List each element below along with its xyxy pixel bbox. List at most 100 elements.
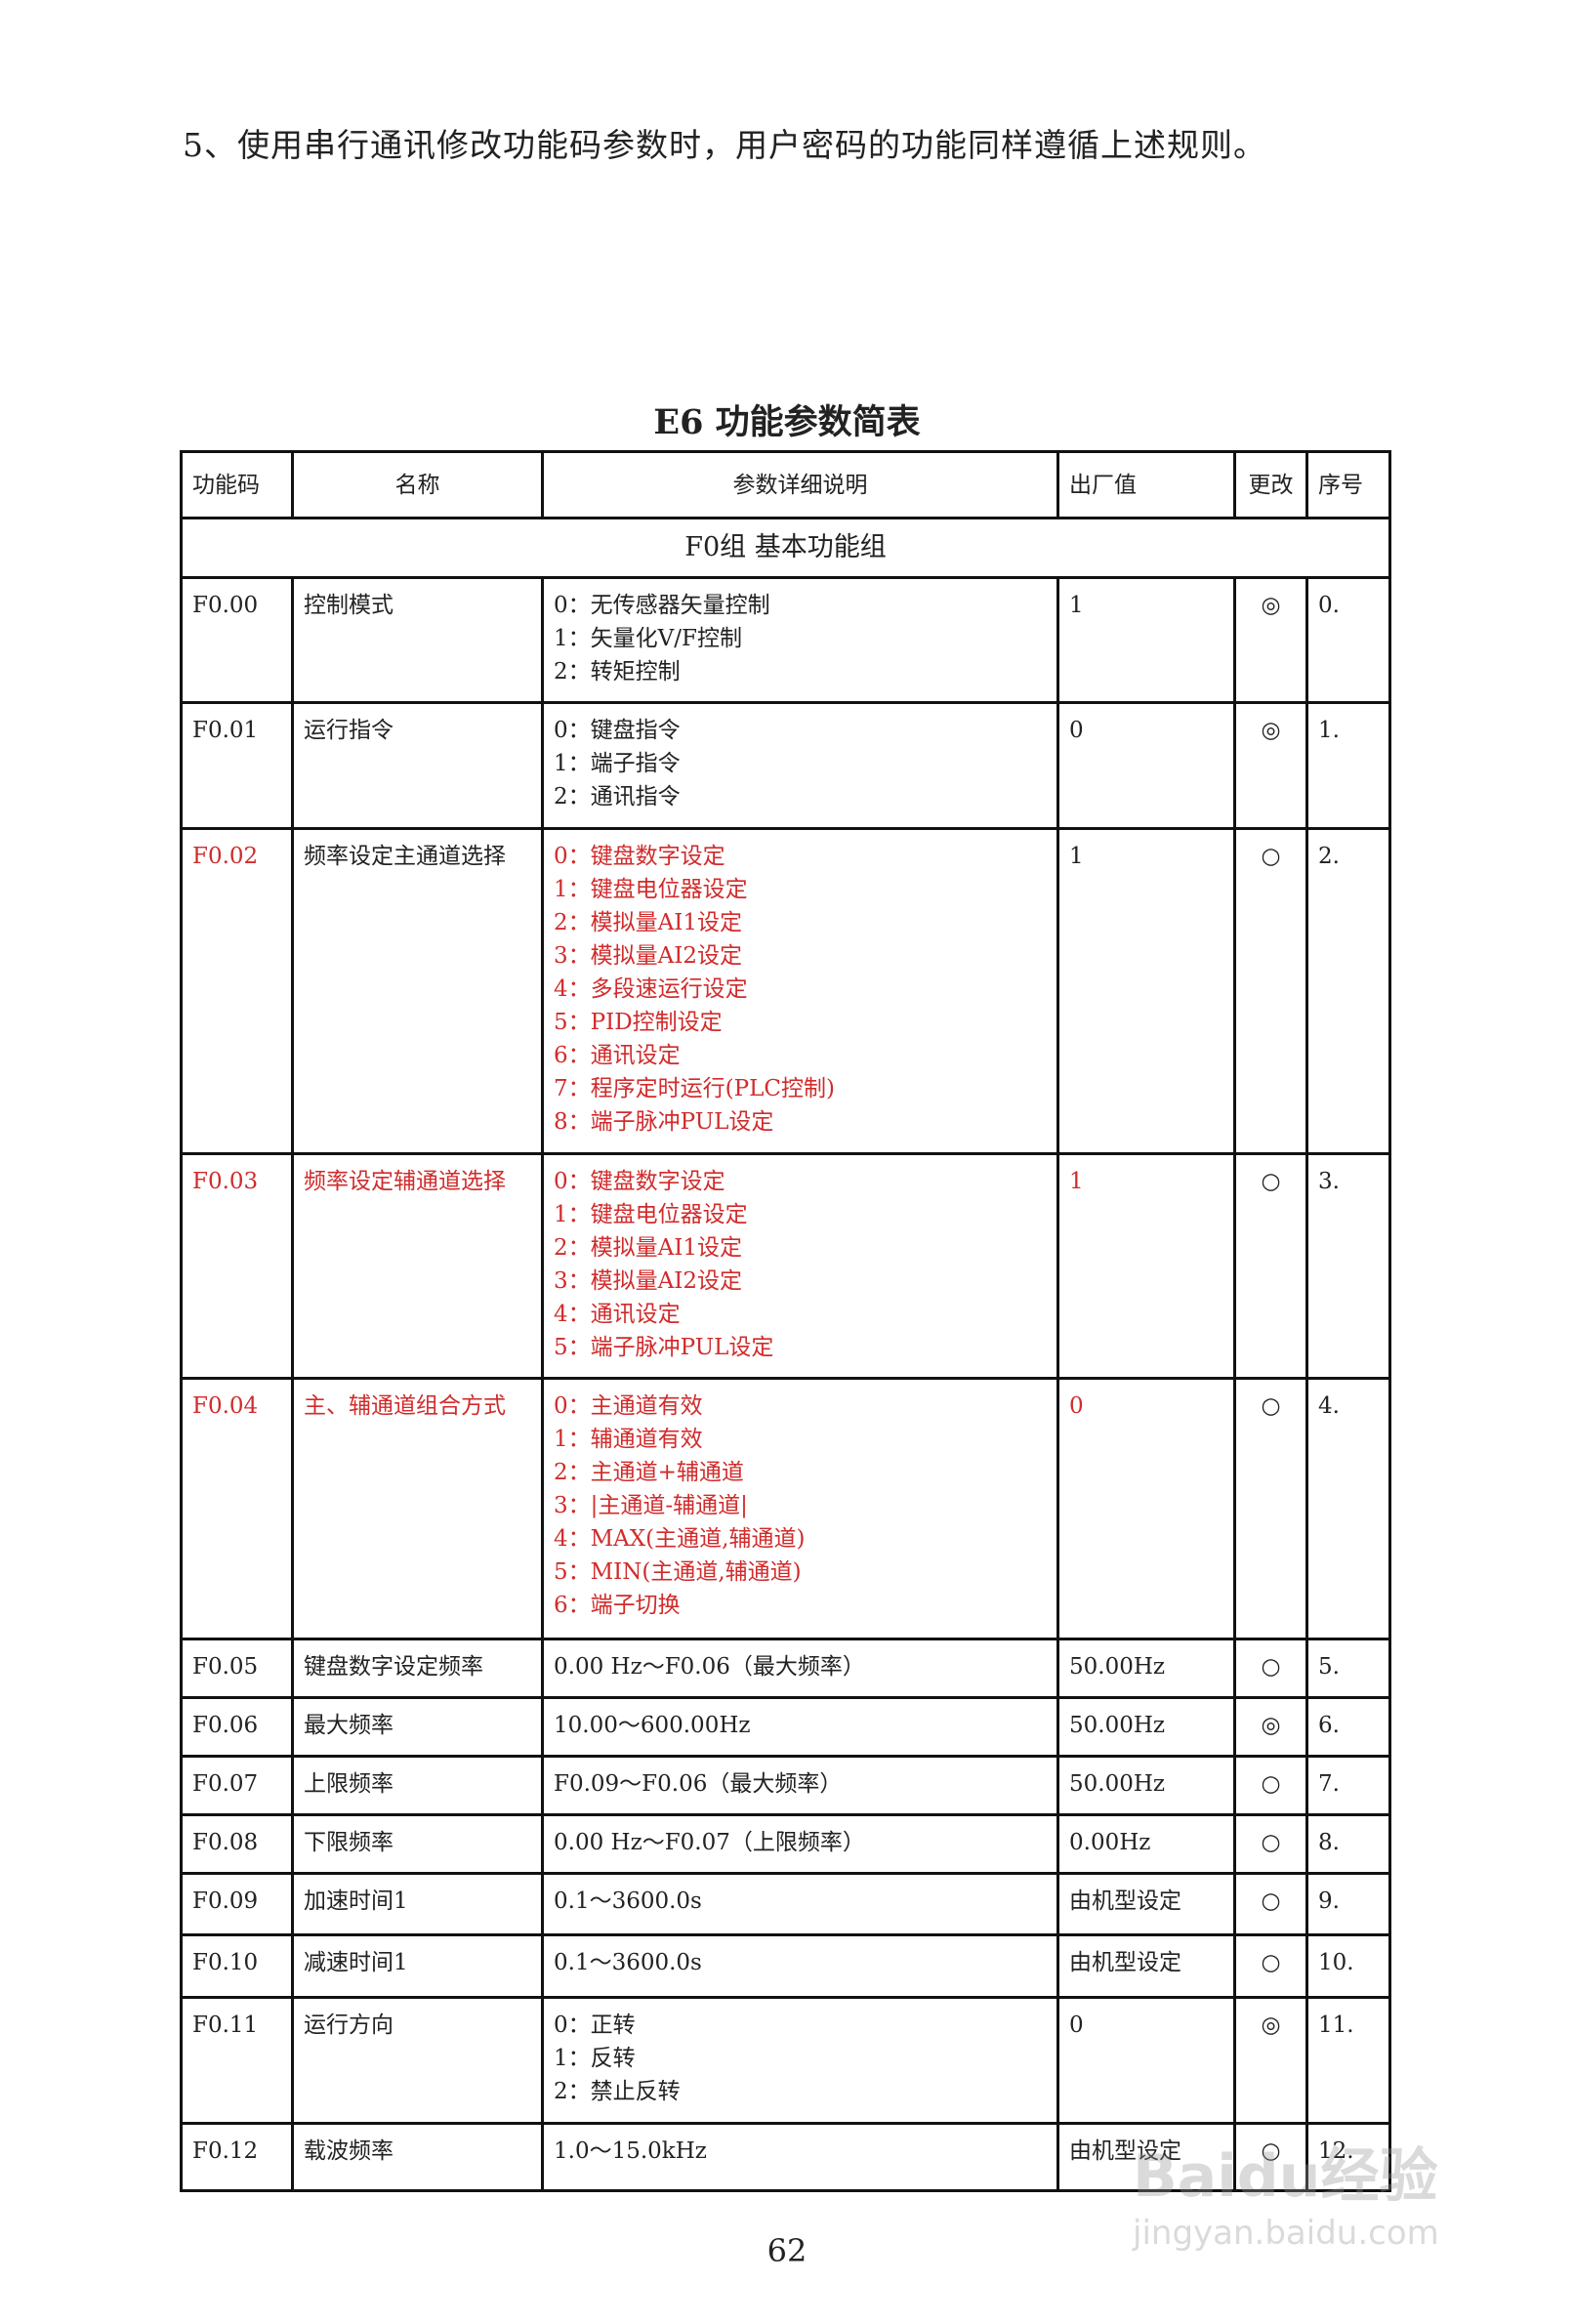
param-description: 0.1～3600.0s <box>541 1872 1059 1936</box>
option-line: 0：无传感器矢量控制 <box>554 593 770 618</box>
table-row: F0.08 下限频率 0.00 Hz～F0.07（上限频率） 0.00Hz ○ 8. <box>180 1813 1391 1875</box>
page-number: 62 <box>766 2232 808 2269</box>
param-code: F0.07 <box>180 1755 294 1816</box>
param-seq: 12. <box>1305 2122 1391 2192</box>
param-seq: 6. <box>1305 1696 1391 1758</box>
option-line: 2：模拟量AI1设定 <box>554 1235 742 1261</box>
param-default: 1 <box>1056 576 1236 704</box>
option-line: 2：转矩控制 <box>554 659 681 685</box>
param-description: 0：无传感器矢量控制 1：矢量化V/F控制 2：转矩控制 <box>541 576 1059 704</box>
param-name: 运行指令 <box>291 701 544 830</box>
circle-icon: ○ <box>1233 1872 1308 1936</box>
param-default: 50.00Hz <box>1056 1755 1236 1816</box>
param-description: 0：正转 1：反转 2：禁止反转 <box>541 1996 1059 2125</box>
option-line: 0：键盘数字设定 <box>554 1169 725 1194</box>
watermark-brand: Baidu经验 <box>1133 2142 1438 2211</box>
param-seq: 2. <box>1305 827 1391 1155</box>
param-seq: 5. <box>1305 1638 1391 1699</box>
table-row: F0.05 键盘数字设定频率 0.00 Hz～F0.06（最大频率） 50.00Hz ○… <box>180 1638 1391 1699</box>
circle-icon: ○ <box>1233 2122 1308 2192</box>
param-description: 0：键盘指令 1：端子指令 2：通讯指令 <box>541 701 1059 830</box>
col-header-seq: 序号 <box>1305 450 1391 519</box>
param-code: F0.00 <box>180 576 294 704</box>
param-name: 运行方向 <box>291 1996 544 2125</box>
param-description: 0.00 Hz～F0.07（上限频率） <box>541 1813 1059 1875</box>
param-code: F0.09 <box>180 1872 294 1936</box>
option-line: 3：模拟量AI2设定 <box>554 1268 742 1294</box>
option-line: 1：矢量化V/F控制 <box>554 626 742 651</box>
double-circle-icon: ◎ <box>1233 1996 1308 2125</box>
param-name: 频率设定主通道选择 <box>291 827 544 1155</box>
option-line: 1.0～15.0kHz <box>554 2138 707 2164</box>
option-line: 6：通讯设定 <box>554 1043 681 1068</box>
option-line: 4：通讯设定 <box>554 1302 681 1327</box>
option-line: 10.00～600.00Hz <box>554 1713 751 1738</box>
table-header-row: 功能码 名称 参数详细说明 出厂值 更改 序号 <box>180 450 1391 519</box>
param-description: 0.00 Hz～F0.06（最大频率） <box>541 1638 1059 1699</box>
param-default: 50.00Hz <box>1056 1696 1236 1758</box>
baidu-watermark-logo: Baidu经验 jingyan.baidu.com <box>1133 2129 1439 2253</box>
table-row: F0.06 最大频率 10.00～600.00Hz 50.00Hz ◎ 6. <box>180 1696 1391 1758</box>
param-name: 下限频率 <box>291 1813 544 1875</box>
param-name: 主、辅通道组合方式 <box>291 1377 544 1640</box>
option-line: 0.00 Hz～F0.06（最大频率） <box>554 1654 865 1680</box>
circle-icon: ○ <box>1233 1638 1308 1699</box>
param-name: 载波频率 <box>291 2122 544 2192</box>
option-line: 0：正转 <box>554 2013 636 2038</box>
circle-icon: ○ <box>1233 827 1308 1155</box>
table-row: F0.07 上限频率 F0.09～F0.06（最大频率） 50.00Hz ○ 7. <box>180 1755 1391 1816</box>
col-header-description: 参数详细说明 <box>541 450 1059 519</box>
option-line: 2：主通道+辅通道 <box>554 1460 744 1485</box>
param-code: F0.11 <box>180 1996 294 2125</box>
param-seq: 4. <box>1305 1377 1391 1640</box>
option-line: 0：键盘指令 <box>554 718 681 743</box>
col-header-code: 功能码 <box>180 450 294 519</box>
param-seq: 0. <box>1305 576 1391 704</box>
param-seq: 8. <box>1305 1813 1391 1875</box>
col-header-default: 出厂值 <box>1056 450 1236 519</box>
watermark-url: jingyan.baidu.com <box>1133 2214 1439 2253</box>
param-seq: 9. <box>1305 1872 1391 1936</box>
option-line: 0.00 Hz～F0.07（上限频率） <box>554 1830 865 1855</box>
option-line: 5：MIN(主通道,辅通道) <box>554 1559 802 1585</box>
option-line: 2：禁止反转 <box>554 2079 681 2104</box>
param-default: 1 <box>1056 1152 1236 1380</box>
option-line: 0.1～3600.0s <box>554 1888 702 1914</box>
option-line: 3：模拟量AI2设定 <box>554 943 742 969</box>
param-default: 50.00Hz <box>1056 1638 1236 1699</box>
option-line: 0：主通道有效 <box>554 1393 703 1419</box>
table-row: F0.02 频率设定主通道选择 0：键盘数字设定 1：键盘电位器设定 2：模拟量AI1设… <box>180 827 1391 1155</box>
option-line: 4：多段速运行设定 <box>554 976 748 1002</box>
circle-icon: ○ <box>1233 1755 1308 1816</box>
param-default: 0 <box>1056 1996 1236 2125</box>
option-line: 5：端子脉冲PUL设定 <box>554 1335 774 1360</box>
param-code: F0.06 <box>180 1696 294 1758</box>
param-code: F0.02 <box>180 827 294 1155</box>
param-name: 控制模式 <box>291 576 544 704</box>
option-line: F0.09～F0.06（最大频率） <box>554 1771 843 1797</box>
option-line: 8：端子脉冲PUL设定 <box>554 1109 774 1135</box>
param-code: F0.08 <box>180 1813 294 1875</box>
param-default: 0 <box>1056 1377 1236 1640</box>
option-line: 7：程序定时运行(PLC控制) <box>554 1076 835 1101</box>
option-line: 1：键盘电位器设定 <box>554 877 748 902</box>
option-line: 5：PID控制设定 <box>554 1010 723 1035</box>
param-description: 1.0～15.0kHz <box>541 2122 1059 2192</box>
param-seq: 10. <box>1305 1933 1391 1999</box>
table-row: F0.01 运行指令 0：键盘指令 1：端子指令 2：通讯指令 0 ◎ 1. <box>180 701 1391 830</box>
param-description: F0.09～F0.06（最大频率） <box>541 1755 1059 1816</box>
option-line: 3：|主通道-辅通道| <box>554 1493 748 1518</box>
circle-icon: ○ <box>1233 1152 1308 1380</box>
param-code: F0.12 <box>180 2122 294 2192</box>
group-row: F0组 基本功能组 <box>180 517 1391 579</box>
double-circle-icon: ◎ <box>1233 576 1308 704</box>
option-line: 4：MAX(主通道,辅通道) <box>554 1526 806 1552</box>
table-row: F0.09 加速时间1 0.1～3600.0s 由机型设定 ○ 9. <box>180 1872 1391 1936</box>
group-title: F0组 基本功能组 <box>180 517 1391 579</box>
param-description: 10.00～600.00Hz <box>541 1696 1059 1758</box>
option-line: 1：辅通道有效 <box>554 1427 703 1452</box>
param-name: 频率设定辅通道选择 <box>291 1152 544 1380</box>
param-seq: 1. <box>1305 701 1391 830</box>
param-name: 最大频率 <box>291 1696 544 1758</box>
parameter-table: 功能码 名称 参数详细说明 出厂值 更改 序号 F0组 基本功能组 F0.00 控… <box>180 450 1391 2192</box>
